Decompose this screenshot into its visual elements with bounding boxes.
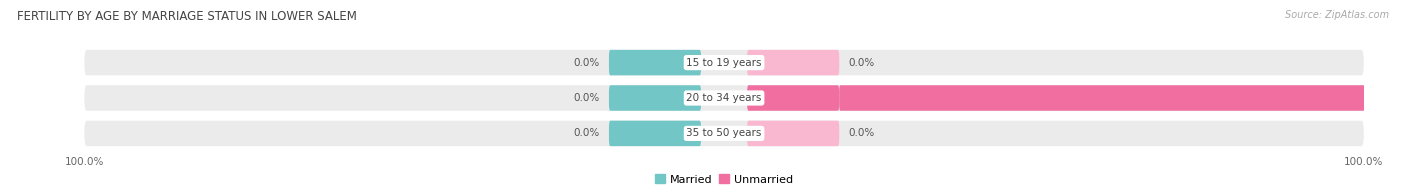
FancyBboxPatch shape xyxy=(747,121,839,146)
Text: FERTILITY BY AGE BY MARRIAGE STATUS IN LOWER SALEM: FERTILITY BY AGE BY MARRIAGE STATUS IN L… xyxy=(17,10,357,23)
Text: Source: ZipAtlas.com: Source: ZipAtlas.com xyxy=(1285,10,1389,20)
FancyBboxPatch shape xyxy=(84,85,1364,111)
FancyBboxPatch shape xyxy=(609,121,702,146)
Text: 0.0%: 0.0% xyxy=(574,93,599,103)
FancyBboxPatch shape xyxy=(609,85,702,111)
FancyBboxPatch shape xyxy=(84,121,1364,146)
FancyBboxPatch shape xyxy=(609,50,702,75)
Text: 20 to 34 years: 20 to 34 years xyxy=(686,93,762,103)
Text: 0.0%: 0.0% xyxy=(574,58,599,68)
Text: 0.0%: 0.0% xyxy=(574,128,599,138)
Text: 15 to 19 years: 15 to 19 years xyxy=(686,58,762,68)
FancyBboxPatch shape xyxy=(839,85,1406,111)
Text: 0.0%: 0.0% xyxy=(849,128,875,138)
FancyBboxPatch shape xyxy=(747,85,839,111)
Text: 35 to 50 years: 35 to 50 years xyxy=(686,128,762,138)
FancyBboxPatch shape xyxy=(747,50,839,75)
Legend: Married, Unmarried: Married, Unmarried xyxy=(651,170,797,189)
FancyBboxPatch shape xyxy=(84,50,1364,75)
Text: 0.0%: 0.0% xyxy=(849,58,875,68)
